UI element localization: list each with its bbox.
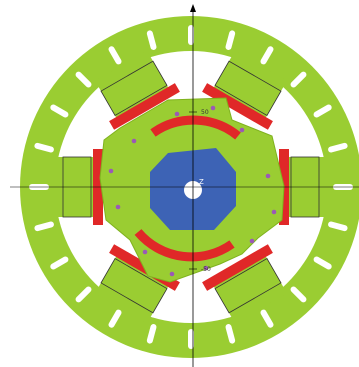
stator-slot-cutout xyxy=(328,142,348,153)
y-tick-label-bottom: -50 xyxy=(201,266,211,273)
stator-slot xyxy=(50,104,69,118)
stator-slot-cutout xyxy=(146,30,157,50)
stator-slot-cutout xyxy=(146,324,157,344)
stator-slot-cutout xyxy=(290,71,307,88)
stator-slot xyxy=(188,329,194,349)
origin-z-label: Z xyxy=(199,178,204,186)
stator-slot xyxy=(260,309,274,328)
coil-outline xyxy=(214,60,282,116)
stator-slot-cutout xyxy=(34,221,54,232)
rotor-magnet-arc-top xyxy=(150,115,241,140)
coil-outline xyxy=(214,258,282,314)
marker-dot xyxy=(115,204,121,210)
stator-tooth xyxy=(95,50,180,130)
stator-slot xyxy=(313,104,332,118)
stator-slot xyxy=(260,46,274,65)
y-axis-arrow xyxy=(190,4,196,12)
stator-slot-cutout xyxy=(313,256,332,270)
stator-slot-cutout xyxy=(260,309,274,328)
tooth-body xyxy=(95,251,171,324)
stator-tooth xyxy=(202,244,287,324)
stator-slot xyxy=(108,309,122,328)
stator-slot-cutout xyxy=(108,46,122,65)
stator-tooth xyxy=(202,50,287,130)
stator-slot-cutout xyxy=(188,329,194,349)
marker-dot xyxy=(142,249,148,255)
stator-slot-cutout xyxy=(225,30,236,50)
stator-slot xyxy=(34,221,54,232)
stator-slot xyxy=(328,221,348,232)
stator-slot xyxy=(188,25,194,45)
stator-slot-cutout xyxy=(75,71,92,88)
coordinate-axes: 50 -50 Z xyxy=(10,4,359,367)
marker-dot xyxy=(265,173,271,179)
stator-slot xyxy=(225,324,236,344)
stator-slot-cutout xyxy=(50,104,69,118)
stator-slot-cutout xyxy=(75,286,92,303)
coil-magnet xyxy=(202,244,273,291)
stator-slot xyxy=(75,286,92,303)
marker-dot xyxy=(131,138,137,144)
stator-slot-cutout xyxy=(225,324,236,344)
stator-slot-cutout xyxy=(328,221,348,232)
stator-slot xyxy=(290,286,307,303)
stator-slot xyxy=(146,324,157,344)
coil-magnet xyxy=(202,83,273,130)
stator-slot xyxy=(328,142,348,153)
stator-slot xyxy=(313,256,332,270)
stator-slot-cutout xyxy=(313,104,332,118)
stator-slot xyxy=(290,71,307,88)
stator-slot-cutout xyxy=(188,25,194,45)
tooth-body xyxy=(211,251,287,324)
rotor-magnet-arc-bottom xyxy=(134,229,235,262)
marker-dot xyxy=(203,265,209,271)
stator-slot xyxy=(50,256,69,270)
stator-slot-cutout xyxy=(34,142,54,153)
marker-dot xyxy=(108,168,114,174)
marker-dot xyxy=(210,105,216,111)
stator-slots xyxy=(29,25,353,349)
marker-dot xyxy=(239,127,245,133)
coil-outline xyxy=(100,60,168,116)
stator-slot-cutout xyxy=(50,256,69,270)
marker-dot xyxy=(174,111,180,117)
stator-slot xyxy=(146,30,157,50)
marker-dot xyxy=(249,238,255,244)
marker-dot xyxy=(271,209,277,215)
y-tick-label-top: 50 xyxy=(201,109,209,116)
rotor-markers xyxy=(108,105,277,277)
stator-slot-cutout xyxy=(260,46,274,65)
stator-slot xyxy=(75,71,92,88)
marker-dot xyxy=(169,271,175,277)
stator-slot-cutout xyxy=(290,286,307,303)
stator-slot xyxy=(34,142,54,153)
coil-outline xyxy=(100,258,168,314)
tooth-body xyxy=(211,50,287,123)
stator-slot xyxy=(225,30,236,50)
stator-slot xyxy=(108,46,122,65)
stator-slot-cutout xyxy=(108,309,122,328)
coil-magnet xyxy=(109,83,180,130)
tooth-body xyxy=(95,50,171,123)
